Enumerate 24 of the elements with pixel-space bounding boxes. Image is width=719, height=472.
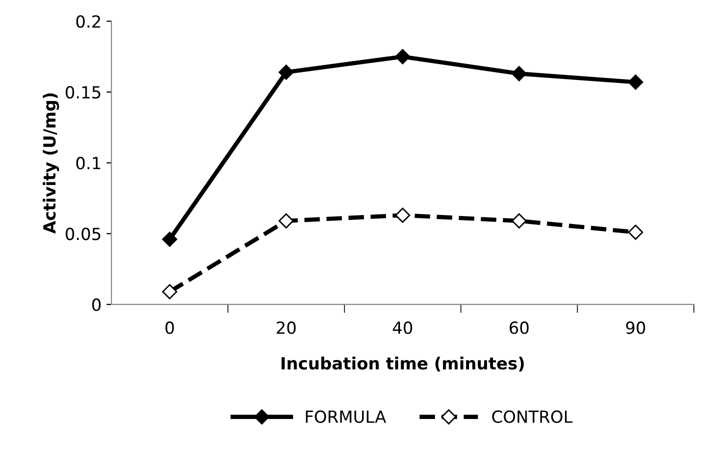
y-tick-label: 0.2	[76, 15, 100, 28]
y-axis-title: Activity (U/mg)	[42, 93, 60, 234]
x-tick-label: 60	[510, 321, 529, 334]
point	[395, 49, 410, 64]
point	[278, 64, 294, 80]
point	[278, 213, 294, 228]
point	[162, 232, 178, 247]
legend-label: FORMULA	[306, 410, 386, 423]
point	[628, 74, 644, 90]
x-tick-label: 40	[392, 321, 412, 334]
y-tick-label: 0.05	[66, 228, 100, 240]
x-tick-label: 20	[276, 321, 296, 334]
point	[512, 66, 527, 82]
point	[162, 284, 178, 300]
x-tick-label: 90	[626, 321, 646, 334]
point	[512, 213, 527, 228]
y-tick-label: 0.15	[66, 86, 100, 99]
y-tick-label: 0.1	[76, 156, 100, 170]
x-axis-title: Incubation time (minutes)	[282, 356, 524, 372]
point	[395, 208, 410, 223]
legend-label: CONTROL	[492, 410, 573, 423]
point	[628, 224, 644, 240]
x-tick-label: 0	[165, 321, 174, 334]
y-tick-label: 0	[92, 298, 101, 312]
